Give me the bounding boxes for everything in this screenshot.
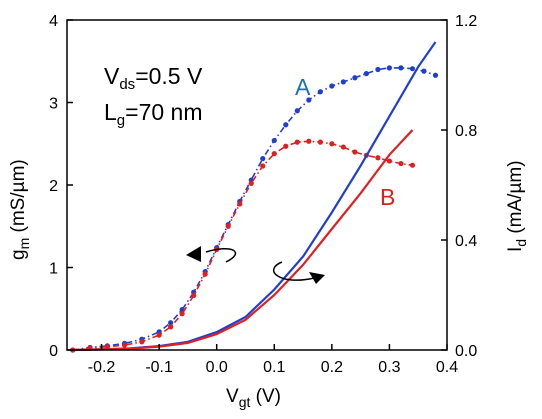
y-right-tick-label: 1.2 [455, 13, 477, 30]
data-point-a [432, 72, 439, 78]
data-point-b [340, 144, 346, 150]
data-point-b [283, 143, 289, 149]
data-point-b [248, 180, 254, 186]
data-point-a [306, 97, 312, 103]
data-point-b [329, 141, 335, 147]
left-axis-arrowhead-icon [186, 246, 201, 262]
y-axis-left-title: gm (mS/µm) [8, 159, 32, 260]
data-point-a [352, 75, 358, 81]
data-point-b [237, 201, 243, 207]
data-point-b [409, 162, 416, 168]
data-point-b [398, 160, 404, 167]
data-point-a [294, 108, 300, 114]
data-point-a [409, 66, 416, 72]
data-point-a [340, 79, 346, 85]
x-axis-title: Vgt (V) [226, 386, 281, 410]
x-tick-label: 0.1 [263, 359, 285, 376]
data-point-b [375, 155, 381, 161]
data-point-a [398, 65, 404, 71]
data-point-b [306, 138, 312, 144]
series-line-0-a [72, 67, 436, 351]
series-line-3-b [72, 129, 414, 352]
x-tick-label: 0.4 [436, 359, 458, 376]
series-layer [70, 41, 439, 353]
data-point-b [121, 342, 128, 348]
left-axis-arrow-icon [205, 248, 237, 263]
y-right-tick-label: 0.4 [455, 233, 477, 250]
annotation-vds: Vds=0.5 V [104, 63, 203, 93]
data-point-a [421, 68, 427, 74]
y-left-tick-label: 0 [49, 343, 58, 360]
data-point-b [156, 332, 162, 338]
x-tick-label: 0.0 [206, 359, 228, 376]
data-point-b [271, 151, 277, 157]
y-right-tick-label: 0.0 [455, 343, 477, 360]
data-point-a [329, 83, 335, 89]
data-point-a [283, 122, 289, 128]
data-point-a [386, 65, 393, 71]
y-left-tick-label: 2 [49, 178, 58, 195]
right-axis-arrow-icon [273, 261, 315, 281]
data-point-b [317, 139, 323, 145]
data-point-b [225, 223, 231, 229]
data-point-a [363, 71, 369, 77]
data-point-b [139, 339, 145, 345]
data-point-a [271, 137, 277, 144]
data-point-a [260, 156, 266, 162]
data-point-a [375, 66, 381, 73]
x-tick-label: 0.2 [321, 359, 343, 376]
x-tick-label: 0.3 [378, 359, 400, 376]
series-line-1-b [72, 140, 413, 351]
data-point-b [352, 149, 358, 155]
data-point-b [179, 311, 185, 317]
data-point-b [104, 344, 110, 350]
annotation-lg: Lg=70 nm [104, 99, 203, 129]
right-axis-arrowhead-icon [309, 272, 325, 284]
data-point-a [168, 320, 174, 326]
x-tick-label: -0.2 [88, 359, 116, 376]
x-tick-label: -0.1 [145, 359, 173, 376]
y-right-tick-label: 0.8 [455, 123, 477, 140]
series-label-b: B [380, 184, 395, 210]
y-left-tick-label: 3 [49, 96, 58, 113]
data-point-b [294, 139, 300, 145]
data-point-b [168, 324, 174, 330]
data-point-b [202, 271, 208, 277]
data-point-b [386, 158, 393, 164]
data-point-a [317, 89, 323, 95]
y-left-tick-label: 4 [49, 13, 58, 30]
data-point-b [191, 292, 197, 299]
data-point-b [260, 163, 266, 169]
y-left-tick-label: 1 [49, 261, 58, 278]
y-axis-right-title: Id (mA/µm) [505, 160, 529, 252]
series-label-a: A [295, 74, 311, 100]
